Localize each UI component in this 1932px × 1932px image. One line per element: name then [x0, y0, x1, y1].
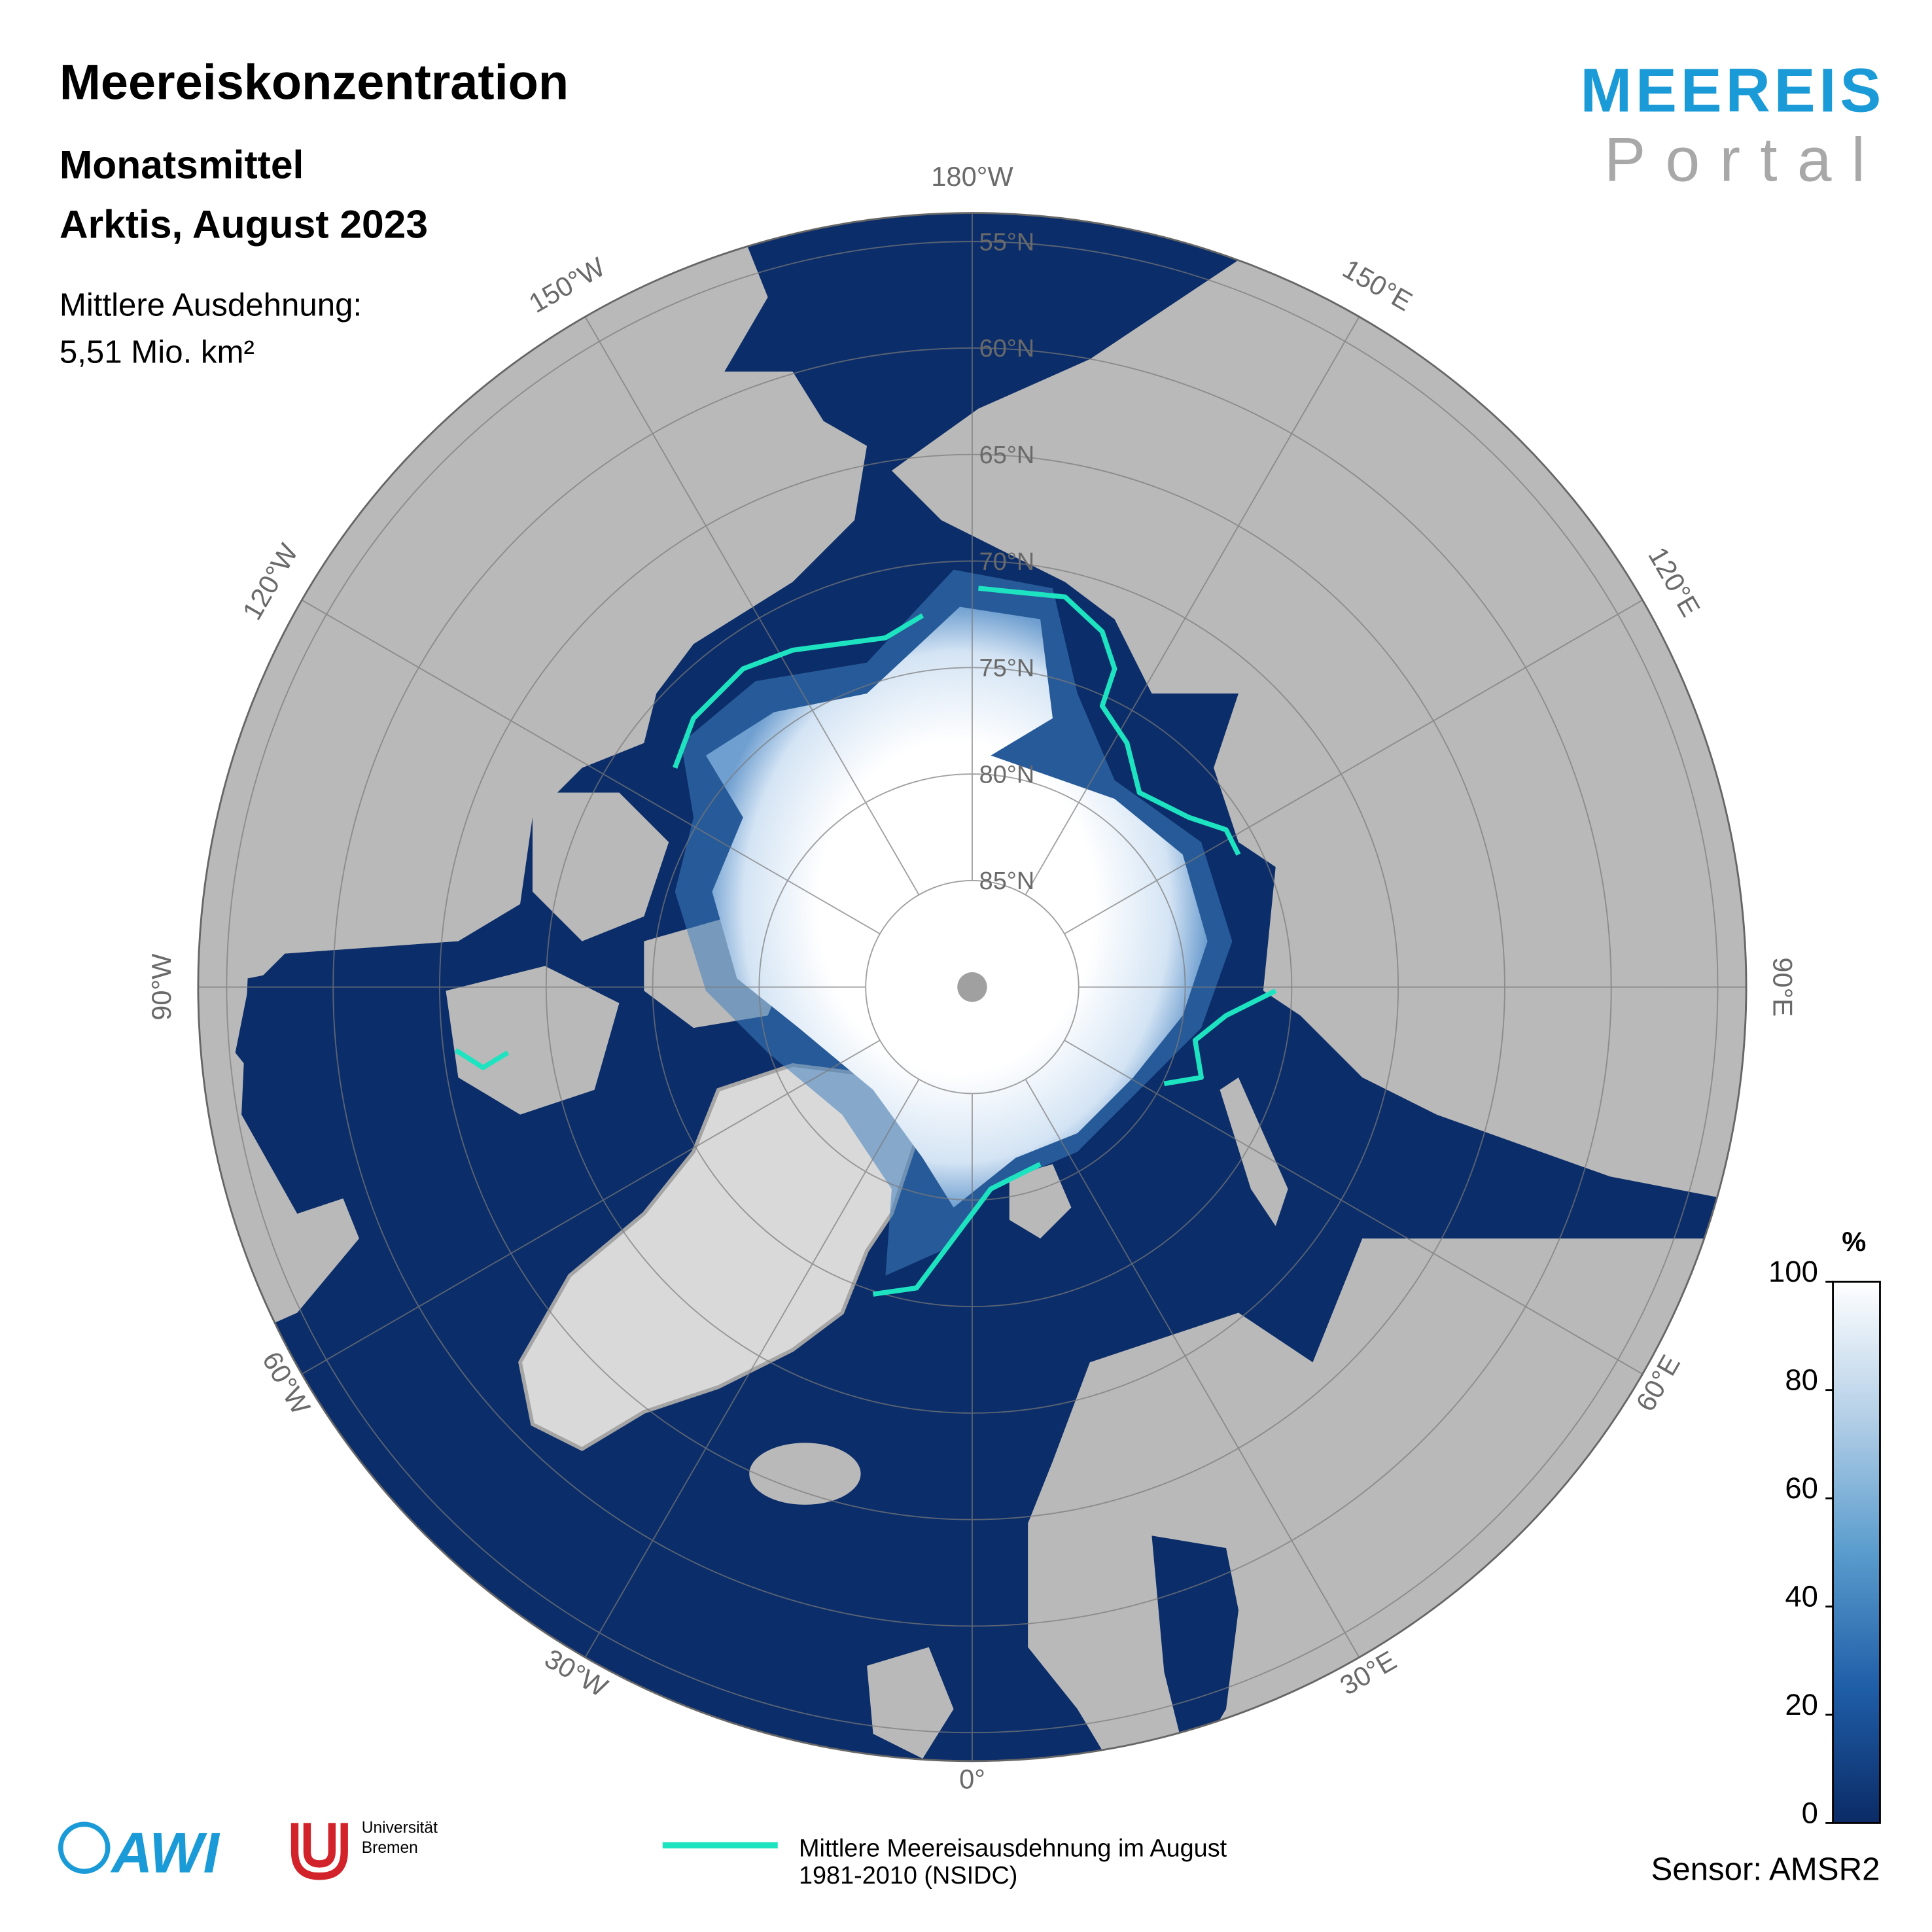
longitude-label: 150°E [1338, 253, 1418, 317]
iceland [749, 1443, 861, 1505]
colorbar-ticks: 0 20 40 60 80 100 [1768, 1255, 1833, 1829]
bremen-logo [290, 1823, 348, 1880]
colorbar-tick-label: 0 [1802, 1796, 1818, 1829]
colorbar-tick-label: 60 [1785, 1471, 1818, 1505]
bremen-label: Bremen [362, 1839, 418, 1857]
longitude-label: 0° [959, 1763, 985, 1794]
colorbar-tick-label: 20 [1785, 1688, 1818, 1721]
colorbar-unit: % [1842, 1226, 1866, 1257]
colorbar [1832, 1280, 1881, 1824]
latitude-label: 60°N [979, 335, 1035, 362]
colorbar-tick-label: 40 [1785, 1580, 1818, 1613]
meridian [584, 316, 920, 896]
latitude-label: 70°N [979, 548, 1035, 576]
map [198, 213, 1747, 1761]
graticule [198, 213, 1747, 1761]
latitude-label: 65°N [979, 442, 1035, 469]
logo-meereis: MEEREIS [1580, 56, 1885, 125]
latitude-label: 85°N [979, 868, 1035, 895]
median-extent [454, 586, 1277, 1297]
latitude-label: 80°N [979, 761, 1035, 788]
longitude-label: 120°E [1642, 542, 1706, 622]
pole-hole [957, 972, 987, 1002]
colorbar-tick-label: 100 [1768, 1255, 1818, 1288]
baltic-sea [1151, 1536, 1238, 1761]
extent-label: Mittlere Ausdehnung: [60, 287, 362, 323]
meridian [301, 599, 881, 935]
awi-logo-globe [58, 1821, 111, 1874]
latitude-label: 75°N [979, 655, 1035, 682]
sensor: Sensor: AMSR2 [1651, 1851, 1880, 1887]
bremen-label: Universität [362, 1819, 438, 1837]
sea-ice [705, 606, 1208, 1208]
legend-label: 1981-2010 (NSIDC) [799, 1862, 1017, 1889]
meridian [1064, 1040, 1643, 1375]
awi-logo: AWI [110, 1821, 220, 1885]
map-border [197, 212, 1748, 1763]
longitude-label: 90°E [1768, 957, 1799, 1017]
novaya-zemlya [1220, 1077, 1288, 1227]
meridian [584, 1079, 920, 1658]
british-isles [867, 1647, 954, 1759]
meridian [1025, 316, 1360, 896]
colorbar-tick-label: 80 [1785, 1363, 1818, 1397]
subtitle: Arktis, August 2023 [60, 202, 428, 246]
longitude-label: 120°W [236, 538, 304, 625]
title: Meereiskonzentration [60, 54, 569, 110]
latitude-label: 55°N [979, 228, 1035, 256]
longitude-label: 180°W [931, 161, 1013, 192]
longitude-label: 90°W [146, 953, 177, 1021]
meridian [1064, 599, 1643, 935]
meridian [301, 1040, 881, 1375]
legend-label: Mittlere Meereisausdehnung im August [799, 1835, 1227, 1863]
subtitle: Monatsmittel [60, 143, 304, 187]
extent-value: 5,51 Mio. km² [60, 334, 255, 370]
logo-portal: Portal [1604, 125, 1885, 194]
longitude-label: 150°W [523, 251, 610, 319]
meridian [1025, 1079, 1360, 1658]
hudson-bay [241, 953, 434, 1214]
